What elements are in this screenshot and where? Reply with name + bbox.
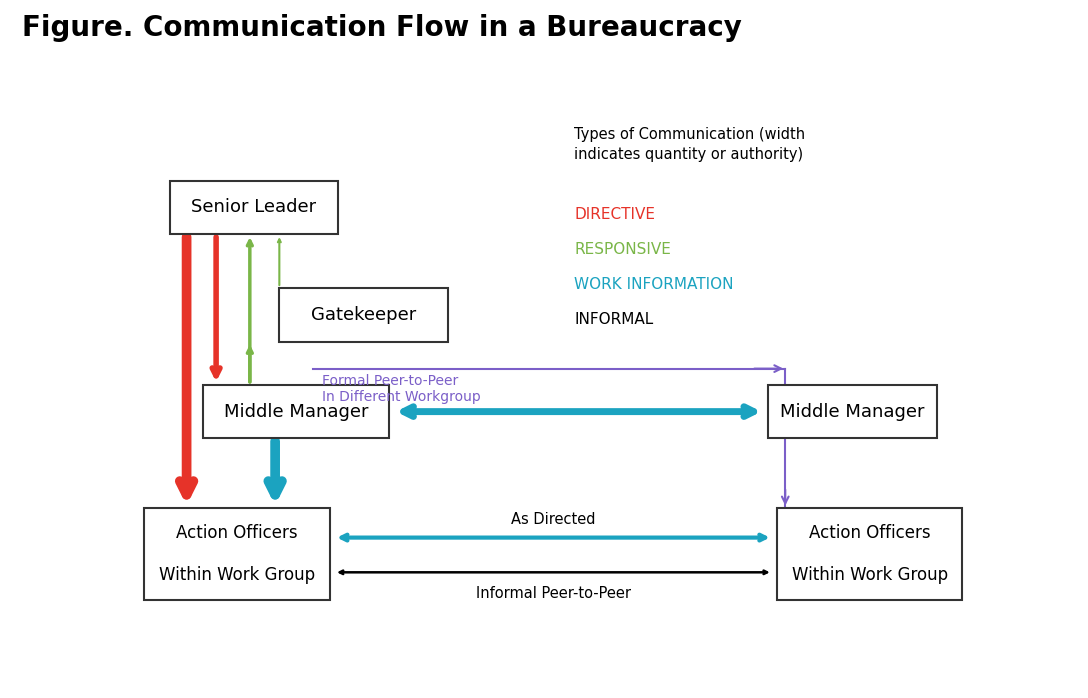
Text: Action Officers

Within Work Group: Action Officers Within Work Group	[159, 524, 316, 584]
Text: Figure. Communication Flow in a Bureaucracy: Figure. Communication Flow in a Bureaucr…	[22, 14, 742, 42]
FancyArrowPatch shape	[404, 407, 754, 417]
Text: RESPONSIVE: RESPONSIVE	[574, 242, 671, 258]
Text: DIRECTIVE: DIRECTIVE	[574, 207, 655, 223]
FancyBboxPatch shape	[203, 385, 390, 438]
Text: Middle Manager: Middle Manager	[224, 403, 369, 421]
FancyArrowPatch shape	[277, 239, 281, 285]
FancyArrowPatch shape	[180, 237, 194, 495]
FancyArrowPatch shape	[212, 237, 220, 376]
FancyArrowPatch shape	[269, 441, 282, 495]
FancyArrowPatch shape	[339, 570, 767, 574]
FancyBboxPatch shape	[170, 181, 338, 235]
FancyBboxPatch shape	[777, 508, 962, 600]
Text: Informal Peer-to-Peer: Informal Peer-to-Peer	[475, 586, 631, 601]
Text: INFORMAL: INFORMAL	[574, 312, 654, 327]
FancyArrowPatch shape	[247, 348, 252, 382]
FancyBboxPatch shape	[280, 288, 448, 342]
Text: Gatekeeper: Gatekeeper	[311, 306, 417, 324]
Text: Types of Communication (width
indicates quantity or authority): Types of Communication (width indicates …	[574, 127, 805, 161]
Text: Middle Manager: Middle Manager	[780, 403, 925, 421]
FancyArrowPatch shape	[247, 241, 252, 382]
FancyBboxPatch shape	[768, 385, 937, 438]
Text: Senior Leader: Senior Leader	[191, 198, 317, 216]
FancyBboxPatch shape	[145, 508, 330, 600]
FancyArrowPatch shape	[342, 535, 765, 540]
Text: WORK INFORMATION: WORK INFORMATION	[574, 277, 734, 292]
Text: Formal Peer-to-Peer
In Different Workgroup: Formal Peer-to-Peer In Different Workgro…	[322, 374, 480, 404]
Text: Action Officers

Within Work Group: Action Officers Within Work Group	[792, 524, 948, 584]
Text: As Directed: As Directed	[511, 512, 595, 527]
